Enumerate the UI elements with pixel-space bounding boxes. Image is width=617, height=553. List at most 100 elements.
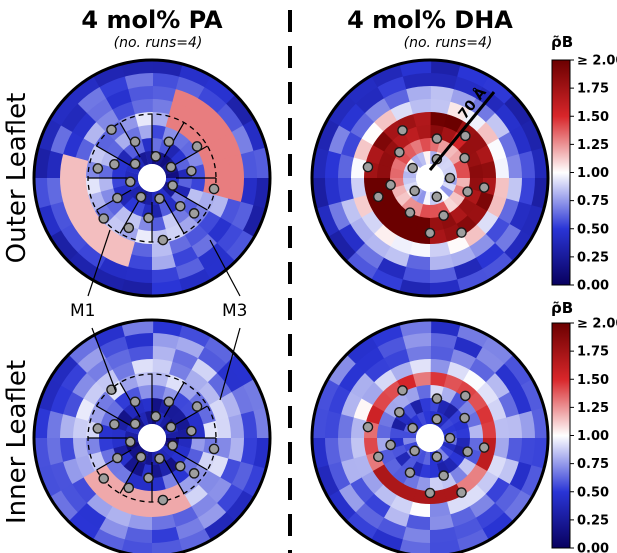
colorbar-tick-label: 0.50 <box>577 222 609 237</box>
heatmap-cell <box>100 187 118 205</box>
heatmap-cell <box>436 447 450 462</box>
heatmap-cell <box>456 427 471 439</box>
colorbar-bottom: ρ̃B ≥ 2.00 1.75 1.50 1.25 1.00 0.75 0.50 0.25 0.… <box>551 299 617 553</box>
heatmap-panel-dha-outer <box>310 58 550 298</box>
heatmap-cell <box>150 526 180 544</box>
heatmap-cell <box>486 195 507 219</box>
protein-bead <box>394 146 405 158</box>
heatmap-cell <box>231 125 255 156</box>
heatmap-cell <box>127 254 152 271</box>
heatmap-cell <box>127 514 152 531</box>
heatmap-cell <box>370 63 404 88</box>
heatmap-cell <box>410 414 424 429</box>
heatmap-cell <box>338 223 365 253</box>
heatmap-panel-pa-inner <box>32 318 272 553</box>
heatmap-cell <box>509 201 532 232</box>
heatmap-cell <box>175 184 192 199</box>
subunit-divider <box>119 198 141 234</box>
heatmap-cell <box>429 464 441 479</box>
heatmap-cell <box>493 438 510 460</box>
heatmap-cell <box>394 191 411 207</box>
heatmap-cell <box>493 417 510 439</box>
heatmap-cell <box>377 335 408 359</box>
heatmap-cell <box>376 517 407 540</box>
heatmap-cell <box>450 348 478 371</box>
heatmap-cell <box>340 130 363 158</box>
heatmap-cell <box>198 211 221 235</box>
heatmap-cell <box>506 178 523 203</box>
colorbar-tick-label: 0.25 <box>577 250 609 265</box>
heatmap-cell <box>409 398 424 415</box>
heatmap-cell <box>520 118 545 152</box>
heatmap-cell <box>86 97 114 123</box>
column-subtitle-pa: (no. runs=4) <box>114 35 203 51</box>
heatmap-cell <box>518 178 536 207</box>
heatmap-cell <box>450 131 469 151</box>
heatmap-cell <box>452 257 483 281</box>
heatmap-cell <box>383 88 411 110</box>
heatmap-cell <box>151 254 176 271</box>
heatmap-cell <box>49 460 73 491</box>
heatmap-cell <box>189 390 210 412</box>
heatmap-cell <box>185 109 209 132</box>
heatmap-cell <box>338 483 365 513</box>
heatmap-cell <box>204 335 237 365</box>
heatmap-cell <box>100 447 118 465</box>
heatmap-cell <box>228 438 245 463</box>
heatmap-cell <box>82 210 106 235</box>
heatmap-cell <box>62 130 85 158</box>
heatmap-cell <box>128 345 153 362</box>
heatmap-cell <box>350 156 367 178</box>
protein-bead <box>154 453 165 464</box>
heatmap-cell <box>443 402 459 420</box>
heatmap-cell <box>220 391 242 419</box>
heatmap-cell <box>409 138 424 155</box>
heatmap-cell <box>228 154 245 179</box>
heatmap-cell <box>402 472 420 490</box>
heatmap-cell <box>369 268 403 293</box>
heatmap-cell <box>59 177 76 202</box>
heatmap-cell <box>327 353 357 386</box>
colorbar-top: ρ̃B ≥ 2.00 1.75 1.50 1.25 1.00 0.75 0.50 0.25 0.… <box>551 33 617 294</box>
column-title-dha: 4 mol% DHA <box>347 6 513 34</box>
heatmap-cell <box>350 416 367 438</box>
heatmap-cell <box>399 59 432 77</box>
colorbar-tick-label: 0.50 <box>577 485 609 500</box>
heatmap-cell <box>428 526 458 544</box>
heatmap-cell <box>352 194 373 218</box>
heatmap-cell <box>506 154 523 179</box>
heatmap-cell <box>98 517 129 540</box>
heatmap-cell <box>457 63 491 88</box>
heatmap-cell <box>216 484 244 514</box>
heatmap-cell <box>531 407 549 440</box>
heatmap-cell <box>77 346 107 373</box>
heatmap-cell <box>141 397 153 412</box>
protein-bead <box>385 179 396 191</box>
heatmap-cell <box>104 245 132 268</box>
heatmap-cell <box>364 357 392 383</box>
heatmap-cell <box>184 484 209 508</box>
heatmap-cell <box>475 503 505 530</box>
heatmap-cell <box>430 72 459 90</box>
heatmap-cell <box>215 438 232 460</box>
protein-bead <box>404 467 416 478</box>
colorbar-ticks-top: ≥ 2.00 1.75 1.50 1.25 1.00 0.75 0.50 0.25 0.00 <box>570 54 617 294</box>
heatmap-cell <box>520 205 545 239</box>
heatmap-cell <box>111 494 135 515</box>
protein-bead <box>150 411 162 422</box>
subunit-divider <box>172 449 208 471</box>
heatmap-cell <box>169 361 193 382</box>
heatmap-cell <box>123 196 139 214</box>
heatmap-cell <box>165 402 181 420</box>
heatmap-cell <box>401 456 417 474</box>
heatmap-cell <box>60 362 88 392</box>
heatmap-cell <box>372 204 393 226</box>
heatmap-cell <box>406 345 431 362</box>
heatmap-cell <box>497 458 520 486</box>
heatmap-cell <box>506 414 523 439</box>
protein-pore <box>138 424 166 452</box>
protein-bead <box>460 390 471 402</box>
protein-bead <box>186 425 197 437</box>
heatmap-cell <box>428 539 461 553</box>
heatmap-cell <box>443 197 459 214</box>
